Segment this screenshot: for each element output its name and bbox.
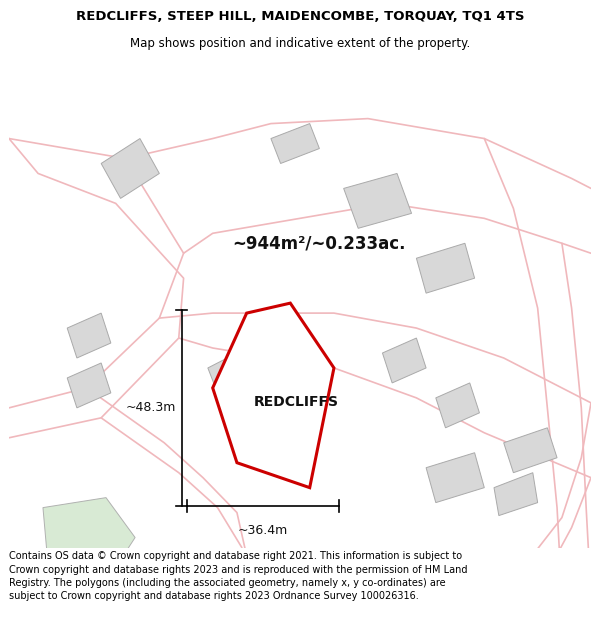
Polygon shape xyxy=(416,243,475,293)
Polygon shape xyxy=(344,174,412,228)
Polygon shape xyxy=(101,139,160,198)
Polygon shape xyxy=(213,303,334,488)
Polygon shape xyxy=(504,428,557,472)
Polygon shape xyxy=(494,472,538,516)
Polygon shape xyxy=(271,124,319,164)
Text: REDCLIFFS: REDCLIFFS xyxy=(253,395,338,409)
Polygon shape xyxy=(67,363,111,408)
Polygon shape xyxy=(67,313,111,358)
Polygon shape xyxy=(208,353,247,393)
Text: ~944m²/~0.233ac.: ~944m²/~0.233ac. xyxy=(232,234,406,253)
Text: ~36.4m: ~36.4m xyxy=(238,524,288,536)
Polygon shape xyxy=(436,383,479,428)
Text: Map shows position and indicative extent of the property.: Map shows position and indicative extent… xyxy=(130,37,470,49)
Text: Contains OS data © Crown copyright and database right 2021. This information is : Contains OS data © Crown copyright and d… xyxy=(9,551,467,601)
Polygon shape xyxy=(426,452,484,503)
Text: REDCLIFFS, STEEP HILL, MAIDENCOMBE, TORQUAY, TQ1 4TS: REDCLIFFS, STEEP HILL, MAIDENCOMBE, TORQ… xyxy=(76,9,524,22)
Polygon shape xyxy=(382,338,426,383)
Text: ~48.3m: ~48.3m xyxy=(125,401,176,414)
Polygon shape xyxy=(43,498,135,568)
